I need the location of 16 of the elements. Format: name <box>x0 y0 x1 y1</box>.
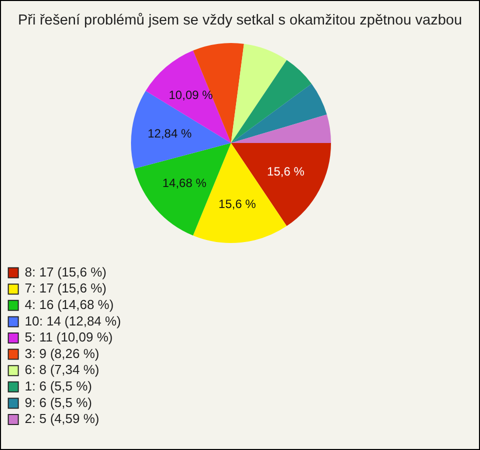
chart-title: Při řešení problémů jsem se vždy setkal s okamžitou zpětnou vazbou <box>18 12 462 29</box>
data-label: 15,6 % <box>267 164 305 178</box>
legend-label: 1: 6 (5,5 %) <box>24 378 92 394</box>
legend-label: 8: 17 (15,6 %) <box>24 264 106 280</box>
legend-label: 7: 17 (15,6 %) <box>24 280 106 296</box>
legend-label: 2: 5 (4,59 %) <box>24 411 100 426</box>
data-label: 14,68 % <box>162 176 207 190</box>
legend-label: 9: 6 (5,5 %) <box>24 394 92 410</box>
data-label: 10,09 % <box>168 88 214 102</box>
data-label: 15,6 % <box>218 197 256 211</box>
data-label: 12,84 % <box>148 126 192 140</box>
legend-label: 5: 11 (10,09 %) <box>24 330 113 345</box>
legend-label: 4: 16 (14,68 %) <box>24 296 114 312</box>
legend-label: 6: 8 (7,34 %) <box>24 362 100 378</box>
legend-label: 3: 9 (8,26 %) <box>24 346 100 361</box>
legend-label: 10: 14 (12,84 %) <box>24 313 121 328</box>
